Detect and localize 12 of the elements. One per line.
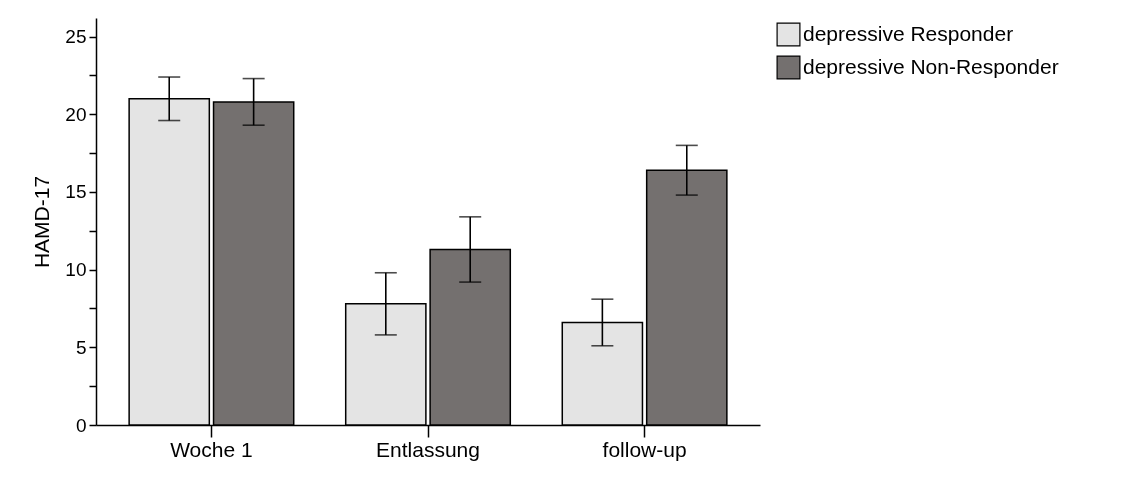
- y-tick-label: 5: [75, 336, 87, 358]
- y-tick-label: 0: [75, 414, 87, 436]
- y-axis-title: HAMD-17: [30, 175, 54, 269]
- y-tick-label: 20: [65, 103, 87, 125]
- x-tick-label: follow-up: [602, 437, 687, 461]
- legend-label: depressive Non-Responder: [803, 54, 1059, 78]
- y-tick-label: 10: [65, 259, 87, 281]
- y-tick-label: 15: [65, 181, 87, 203]
- x-tick-label: Entlassung: [376, 437, 480, 461]
- y-tick-label: 25: [65, 26, 87, 48]
- x-tick-label: Woche 1: [170, 437, 253, 461]
- legend-label: depressive Responder: [803, 21, 1014, 45]
